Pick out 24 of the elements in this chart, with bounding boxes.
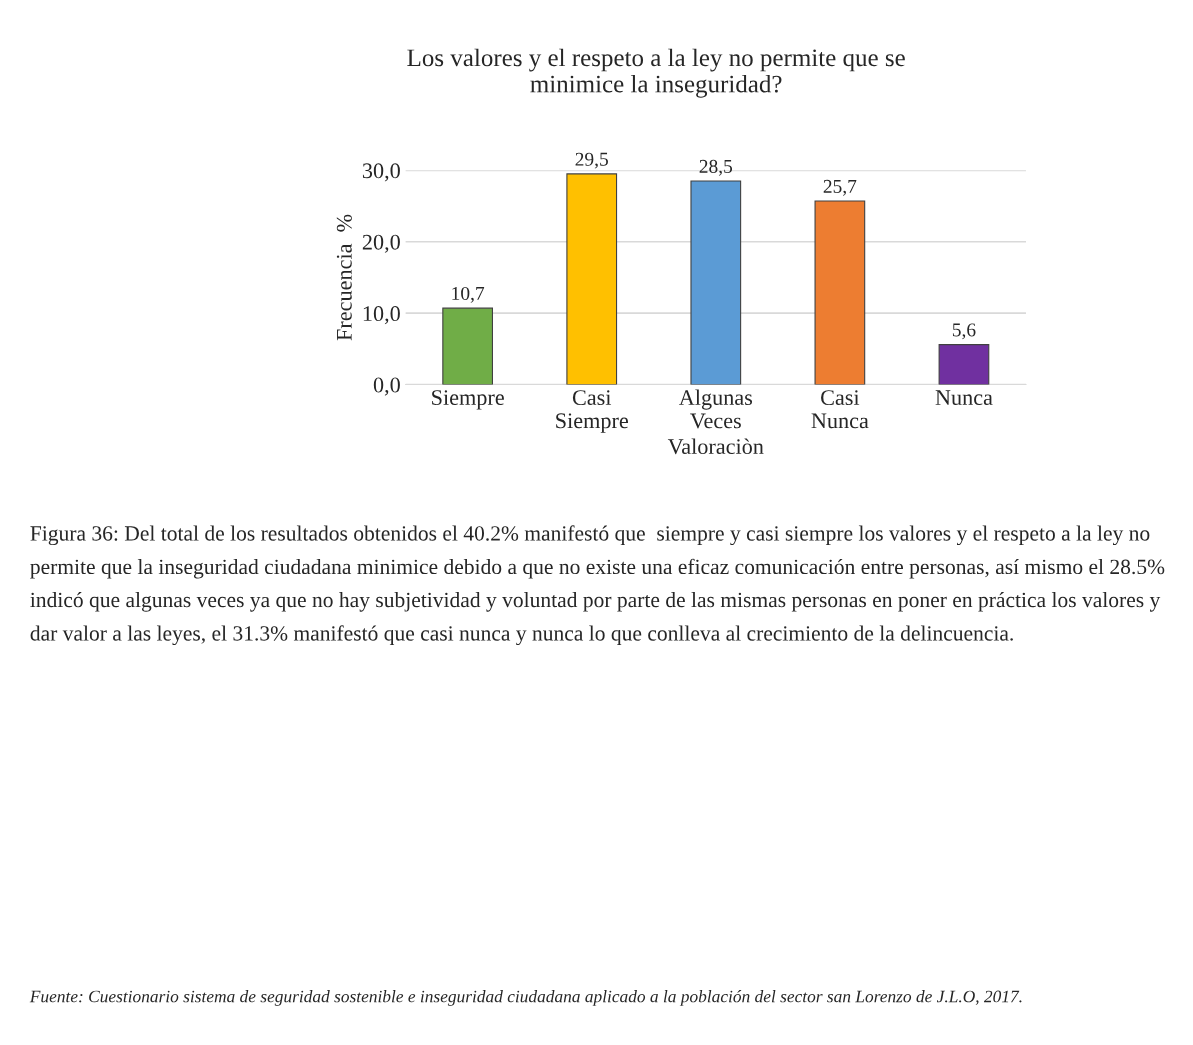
bar	[938, 344, 990, 385]
y-tick-label: 20,0	[362, 234, 400, 253]
bar	[566, 173, 618, 385]
x-tick-label: Casi Nunca	[811, 390, 869, 429]
data-label: 28,5	[699, 159, 733, 176]
x-tick-label: Casi Siempre	[556, 390, 628, 433]
chart-title: Los valores y el respeto a la ley no permite que se minimice la inseguridad?	[407, 48, 905, 98]
x-axis-title: Valoraciòn	[667, 438, 764, 455]
data-label: 29,5	[575, 152, 608, 169]
bar	[814, 200, 866, 385]
y-axis-title: Frecuencia %	[336, 214, 352, 341]
text: Figura 36: Del total de los resultados obtenidos el 40.2% manifestó que siempre y casi siempre los valores y el respeto a la ley no permite que la inseguridad ciudadana minimice debido a que no existe una eficaz comunicación entre personas, así mismo el 28.5% indicó que algunas veces ya que no hay subjetividad y voluntad por parte de las mismas personas en poner en práctica los valores y dar valor a las leyes, el 31.3% manifestó que casi nunca y nunca lo que conlleva al crecimiento de la delincuencia.	[30, 525, 1165, 646]
y-tick-label: 10,0	[363, 306, 400, 325]
x-tick-label: Nunca	[935, 390, 993, 406]
y-tick-label: 0,0	[373, 377, 400, 396]
y-tick-label: 30,0	[362, 163, 400, 182]
x-tick-label: Algunas Veces	[678, 389, 753, 429]
source-note: Fuente: Cuestionario sistema de seguridad sostenible e inseguridad ciudadana aplicado a la población del sector san Lorenzo de J.L.O, 2017.	[29, 990, 1022, 1006]
bar	[690, 180, 742, 385]
x-tick-label: Siempre	[432, 390, 504, 410]
data-label: 25,7	[823, 179, 857, 196]
bar	[442, 307, 494, 385]
data-label: 5,6	[952, 323, 976, 340]
data-label: 10,7	[452, 286, 485, 303]
